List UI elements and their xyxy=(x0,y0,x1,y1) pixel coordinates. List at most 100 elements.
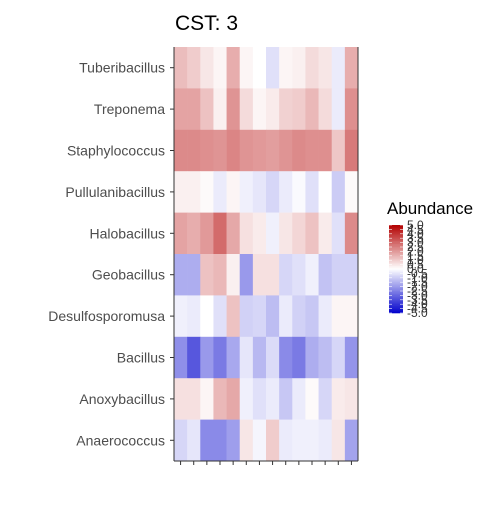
heatmap-cell xyxy=(344,171,359,213)
legend-gradient-step xyxy=(389,293,403,296)
heatmap-cell xyxy=(344,212,359,255)
heatmap-cell xyxy=(279,336,293,379)
heatmap-cell xyxy=(292,378,306,420)
legend-gradient-step xyxy=(389,264,403,267)
heatmap-cell xyxy=(305,88,319,131)
heatmap-cell xyxy=(174,378,188,420)
legend-gradient-step xyxy=(389,227,403,230)
heatmap-cell xyxy=(226,295,241,338)
heatmap-cell xyxy=(252,47,267,89)
legend-gradient-step xyxy=(389,242,403,245)
heatmap-cell xyxy=(252,295,267,338)
legend-gradient-step xyxy=(389,307,403,309)
heatmap-cell xyxy=(174,129,188,172)
heatmap-cell xyxy=(305,129,319,172)
legend-gradient-step xyxy=(389,248,403,251)
legend-label: 4.0 xyxy=(407,227,424,241)
heatmap-cell xyxy=(213,378,227,420)
legend-gradient-step xyxy=(389,274,403,277)
heatmap-cell xyxy=(252,171,267,213)
legend-gradient-step xyxy=(389,235,403,238)
heatmap-cell xyxy=(331,171,346,213)
heatmap-cell xyxy=(266,212,280,255)
legend-gradient-step xyxy=(389,276,403,279)
heatmap-cell xyxy=(187,336,201,379)
heatmap-cell xyxy=(292,47,306,89)
heatmap-cell xyxy=(174,171,188,213)
heatmap-cell xyxy=(187,212,201,255)
heatmap-cell xyxy=(331,212,346,255)
legend-title: Abundance xyxy=(387,199,473,218)
heatmap-cell xyxy=(318,419,333,462)
heatmap-cell xyxy=(331,419,346,462)
legend-label: -2.0 xyxy=(407,280,428,294)
heatmap-cell xyxy=(305,171,319,213)
legend-label: -1.5 xyxy=(407,275,428,289)
heatmap-cell xyxy=(252,129,267,172)
legend-gradient-step xyxy=(389,238,403,240)
legend-gradient-step xyxy=(389,261,403,264)
legend-label: 0.5 xyxy=(407,258,424,272)
heatmap-cell xyxy=(266,295,280,338)
legend-gradient-step xyxy=(389,283,403,286)
heatmap-cell xyxy=(318,254,333,296)
heatmap-cell xyxy=(252,254,267,296)
legend-label: -5.0 xyxy=(407,306,428,320)
legend-gradient-step xyxy=(389,298,403,301)
legend-gradient-step xyxy=(389,292,403,295)
legend-gradient-step xyxy=(389,273,403,276)
heatmap-cell xyxy=(200,129,214,172)
heatmap-cell xyxy=(187,419,201,462)
legend-label: 4.5 xyxy=(407,222,424,236)
heatmap-cell xyxy=(200,295,214,338)
heatmap-cell xyxy=(344,47,359,89)
heatmap-cell xyxy=(200,378,214,420)
heatmap-cell xyxy=(252,378,267,420)
legend-gradient-step xyxy=(389,239,403,242)
legend-label: -3.5 xyxy=(407,293,428,307)
heatmap-cell xyxy=(318,129,333,172)
legend-gradient-step xyxy=(389,311,403,314)
legend-gradient-step xyxy=(389,232,403,235)
heatmap-cell xyxy=(213,212,227,255)
heatmap-cell xyxy=(239,88,254,131)
heatmap-cell xyxy=(331,295,346,338)
row-label: Pullulanibacillus xyxy=(65,184,165,200)
legend-label: -4.5 xyxy=(407,302,428,316)
heatmap-cell xyxy=(213,419,227,462)
heatmap-cell xyxy=(187,254,201,296)
heatmap-cell xyxy=(344,378,359,420)
heatmap-cell xyxy=(226,336,241,379)
legend-gradient-step xyxy=(389,291,403,293)
row-label: Tuberibacillus xyxy=(79,60,165,76)
heatmap-cell xyxy=(200,88,214,131)
heatmap-cell xyxy=(305,254,319,296)
heatmap-cell xyxy=(344,254,359,296)
heatmap-cell xyxy=(279,419,293,462)
heatmap-cell xyxy=(344,295,359,338)
heatmap-cell xyxy=(226,171,241,213)
row-label: Anoxybacillus xyxy=(79,391,165,407)
heatmap-cell xyxy=(279,254,293,296)
legend-label: -4.0 xyxy=(407,297,428,311)
legend-gradient-step xyxy=(389,258,403,261)
legend-gradient-step xyxy=(389,247,403,249)
heatmap-cell xyxy=(266,88,280,131)
legend-gradient-step xyxy=(389,230,403,233)
heatmap-cell xyxy=(318,336,333,379)
legend-gradient-step xyxy=(389,257,403,260)
heatmap-cell xyxy=(239,171,254,213)
legend-gradient-step xyxy=(389,244,403,246)
heatmap-cell xyxy=(344,336,359,379)
heatmap-cell xyxy=(305,419,319,462)
legend-label: 3.0 xyxy=(407,236,424,250)
heatmap-cell xyxy=(318,295,333,338)
legend-gradient-step xyxy=(389,296,403,299)
heatmap-cell xyxy=(252,88,267,131)
chart-title: CST: 3 xyxy=(175,12,238,35)
legend-gradient-step xyxy=(389,267,403,270)
heatmap-cell xyxy=(200,47,214,89)
heatmap-cell xyxy=(266,378,280,420)
heatmap-cell xyxy=(292,254,306,296)
